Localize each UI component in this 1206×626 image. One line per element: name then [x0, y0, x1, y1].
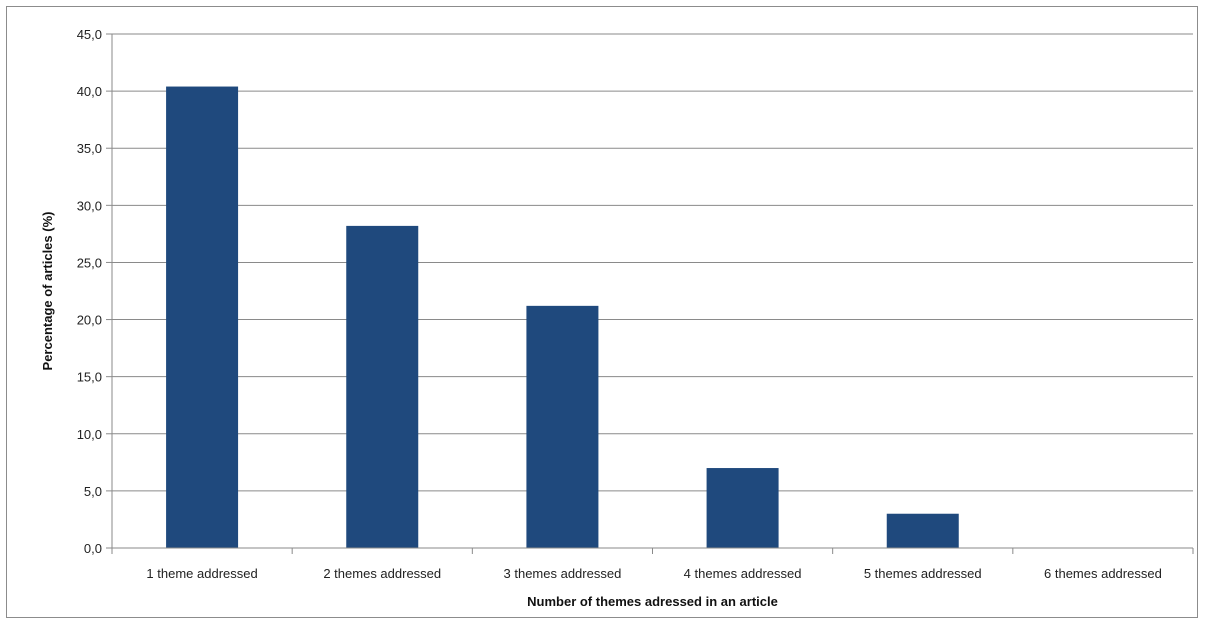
y-axis-title: Percentage of articles (%): [40, 212, 55, 371]
x-axis-title: Number of themes adressed in an article: [527, 594, 778, 609]
bar: [526, 305, 599, 548]
x-tick-label: 5 themes addressed: [864, 566, 982, 581]
y-tick-label: 25,0: [77, 255, 102, 270]
y-tick-label: 20,0: [77, 313, 102, 328]
y-tick-label: 35,0: [77, 141, 102, 156]
bar: [706, 468, 779, 548]
y-tick-label: 40,0: [77, 84, 102, 99]
bars: [166, 86, 959, 549]
y-tick-label: 45,0: [77, 27, 102, 42]
x-tick-label: 4 themes addressed: [684, 566, 802, 581]
axes: [106, 33, 1194, 554]
y-tick-labels: 0,0 5,0 10,0 15,0 20,0 25,0 30,0 35,0 40,0 45,0: [77, 27, 102, 556]
y-tick-label: 10,0: [77, 427, 102, 442]
bar: [886, 513, 959, 548]
y-tick-label: 5,0: [84, 484, 102, 499]
y-tick-label: 0,0: [84, 541, 102, 556]
bar: [346, 225, 419, 549]
gridlines: [112, 33, 1193, 492]
x-tick-label: 2 themes addressed: [323, 566, 441, 581]
y-tick-label: 15,0: [77, 370, 102, 385]
x-tick-labels: 1 theme addressed 2 themes addressed 3 the…: [146, 566, 1161, 581]
bar: [166, 86, 239, 548]
x-tick-label: 6 themes addressed: [1044, 566, 1162, 581]
y-tick-label: 30,0: [77, 198, 102, 213]
x-tick-label: 1 theme addressed: [146, 566, 257, 581]
x-tick-label: 3 themes addressed: [504, 566, 622, 581]
